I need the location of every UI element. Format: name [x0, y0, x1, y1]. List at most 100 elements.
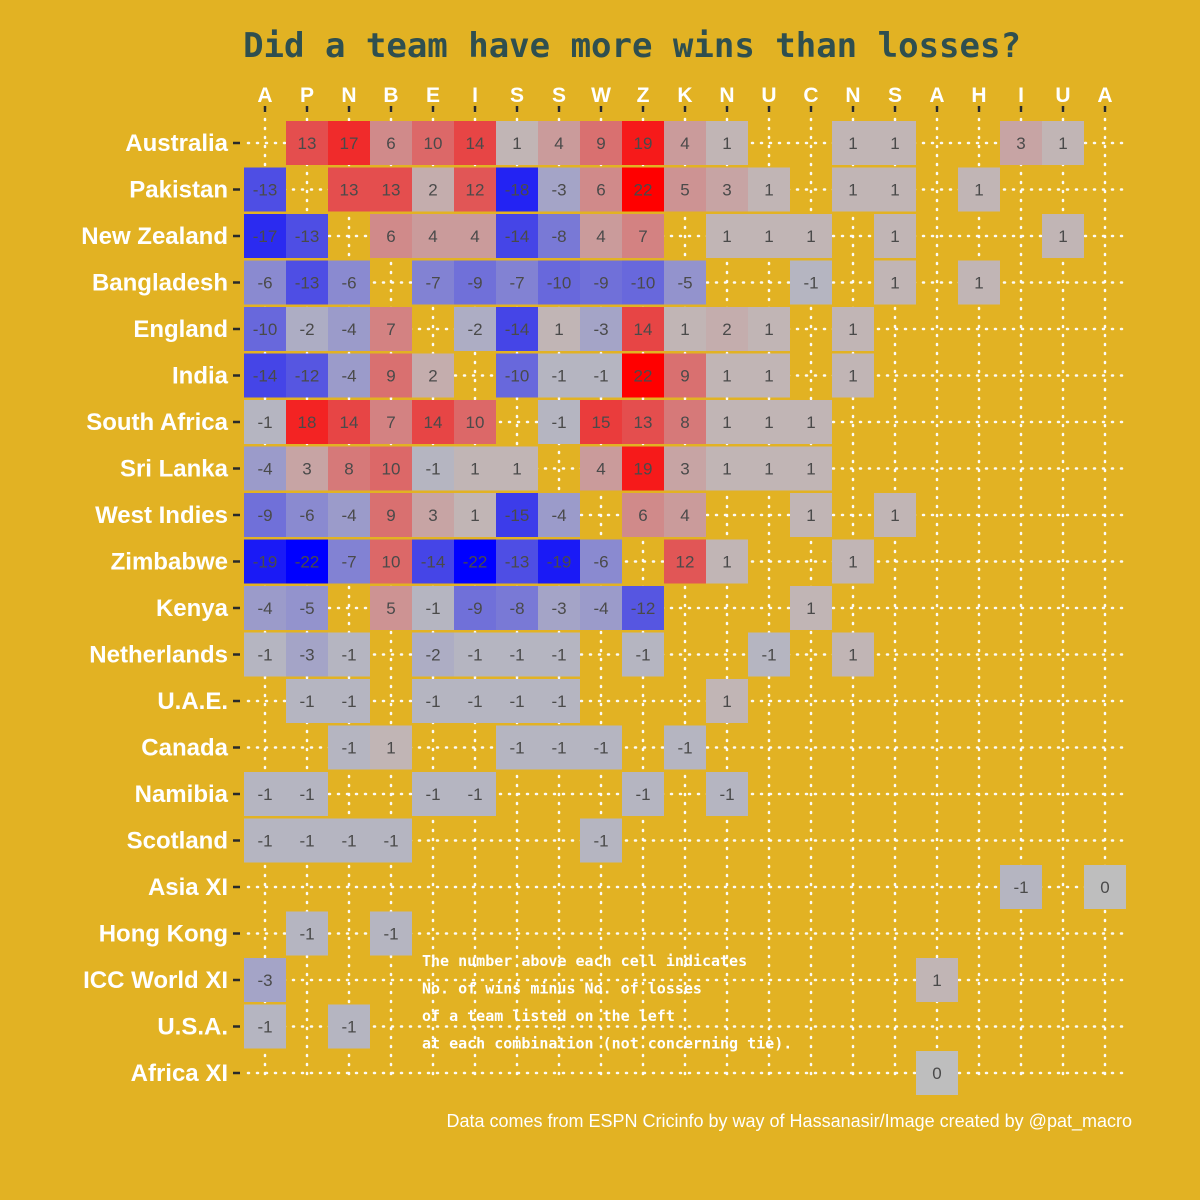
- y-tick-label: Africa XI: [131, 1060, 228, 1087]
- heatmap-cell: [622, 400, 664, 444]
- cell-value-label: -13: [505, 553, 530, 572]
- cell-value-label: 10: [382, 553, 401, 572]
- y-tick-label: West Indies: [95, 502, 228, 529]
- cell-value-label: 1: [1058, 134, 1067, 153]
- heatmap-cell: [580, 586, 622, 630]
- cell-value-label: 1: [806, 506, 815, 525]
- heatmap-cell: [832, 632, 874, 677]
- cell-value-label: 10: [424, 134, 443, 153]
- cell-value-label: -1: [425, 599, 440, 618]
- heatmap-cell: [580, 167, 622, 212]
- heatmap-cell: [244, 260, 286, 305]
- heatmap-cell: [454, 586, 496, 630]
- cell-value-label: -1: [425, 460, 440, 479]
- x-tick-label: P: [300, 84, 314, 107]
- heatmap-cell: [412, 214, 454, 258]
- heatmap-cell: [790, 493, 832, 537]
- heatmap-cell: [286, 818, 328, 863]
- x-tick-label: I: [472, 84, 478, 107]
- heatmap-cell: [286, 586, 328, 630]
- heatmap-cell: [958, 260, 1000, 305]
- heatmap-cell: [328, 446, 370, 491]
- cell-value-label: 13: [340, 181, 359, 200]
- cell-value-label: -13: [295, 227, 320, 246]
- cell-value-label: -10: [547, 274, 572, 293]
- y-tick-label: Pakistan: [129, 177, 228, 204]
- heatmap-cell: [538, 493, 580, 537]
- x-tick-label: W: [591, 84, 611, 107]
- cell-value-label: 4: [680, 506, 689, 525]
- heatmap-cell: [328, 493, 370, 537]
- heatmap-cell: [706, 214, 748, 258]
- heatmap-cell: [874, 167, 916, 212]
- x-tick-label: K: [677, 84, 692, 107]
- heatmap-cell: [874, 214, 916, 258]
- heatmap-cell: [370, 493, 412, 537]
- cell-value-label: -1: [803, 274, 818, 293]
- cell-value-label: 1: [722, 460, 731, 479]
- heatmap-cell: [496, 121, 538, 165]
- cell-value-label: -1: [593, 832, 608, 851]
- cell-value-label: -8: [551, 227, 566, 246]
- cell-value-label: 3: [722, 181, 731, 200]
- cell-value-label: 1: [848, 134, 857, 153]
- cell-value-label: -3: [551, 599, 566, 618]
- cell-value-label: -22: [463, 553, 488, 572]
- heatmap-cell: [328, 679, 370, 723]
- cell-value-label: -1: [425, 692, 440, 711]
- x-tick-label: E: [426, 84, 440, 107]
- cell-value-label: 1: [806, 460, 815, 479]
- heatmap-cell: [454, 772, 496, 816]
- x-tick-label: A: [257, 84, 272, 107]
- cell-value-label: -1: [467, 646, 482, 665]
- heatmap-cell: [538, 167, 580, 212]
- heatmap-cell: [748, 400, 790, 444]
- heatmap-cell: [790, 260, 832, 305]
- heatmap-cell: [706, 400, 748, 444]
- heatmap-cell: [874, 493, 916, 537]
- cell-value-label: -13: [295, 274, 320, 293]
- heatmap-cell: [748, 632, 790, 677]
- cell-value-label: -1: [509, 739, 524, 758]
- heatmap-cell: [412, 493, 454, 537]
- cell-value-label: -1: [257, 832, 272, 851]
- cell-value-label: 10: [466, 413, 485, 432]
- cell-value-label: -4: [257, 599, 272, 618]
- cell-value-label: -13: [253, 181, 278, 200]
- annotation-line: of a team listed on the left: [422, 1007, 675, 1025]
- cell-value-label: 4: [596, 460, 605, 479]
- heatmap-cell: [706, 446, 748, 491]
- heatmap-cell: [580, 353, 622, 398]
- cell-value-label: 18: [298, 413, 317, 432]
- heatmap-cell: [622, 167, 664, 212]
- heatmap-cell: [538, 632, 580, 677]
- heatmap-cell: [496, 493, 538, 537]
- heatmap-cell: [412, 121, 454, 165]
- cell-value-label: -1: [719, 785, 734, 804]
- cell-value-label: -1: [593, 739, 608, 758]
- cell-value-label: -7: [425, 274, 440, 293]
- cell-value-label: -1: [551, 646, 566, 665]
- cell-value-label: -14: [505, 320, 530, 339]
- heatmap-cell: [706, 307, 748, 351]
- cell-value-label: -1: [761, 646, 776, 665]
- cell-value-label: 13: [634, 413, 653, 432]
- heatmap-cell: [286, 911, 328, 956]
- chart-title: Did a team have more wins than losses?: [243, 26, 1021, 66]
- heatmap-cell: [538, 539, 580, 584]
- heatmap-cell: [622, 214, 664, 258]
- heatmap-cell: [580, 121, 622, 165]
- heatmap-cell: [454, 260, 496, 305]
- cell-value-label: -1: [341, 692, 356, 711]
- cell-value-label: 12: [676, 553, 695, 572]
- cell-value-label: -3: [551, 181, 566, 200]
- cell-value-label: -17: [253, 227, 278, 246]
- cell-value-label: -1: [677, 739, 692, 758]
- cell-value-label: -1: [341, 1018, 356, 1037]
- cell-value-label: -1: [425, 785, 440, 804]
- cell-value-label: 1: [890, 134, 899, 153]
- heatmap-cell: [1000, 121, 1042, 165]
- cell-value-label: -1: [341, 739, 356, 758]
- cell-value-label: -1: [257, 646, 272, 665]
- y-tick-label: Netherlands: [89, 642, 228, 669]
